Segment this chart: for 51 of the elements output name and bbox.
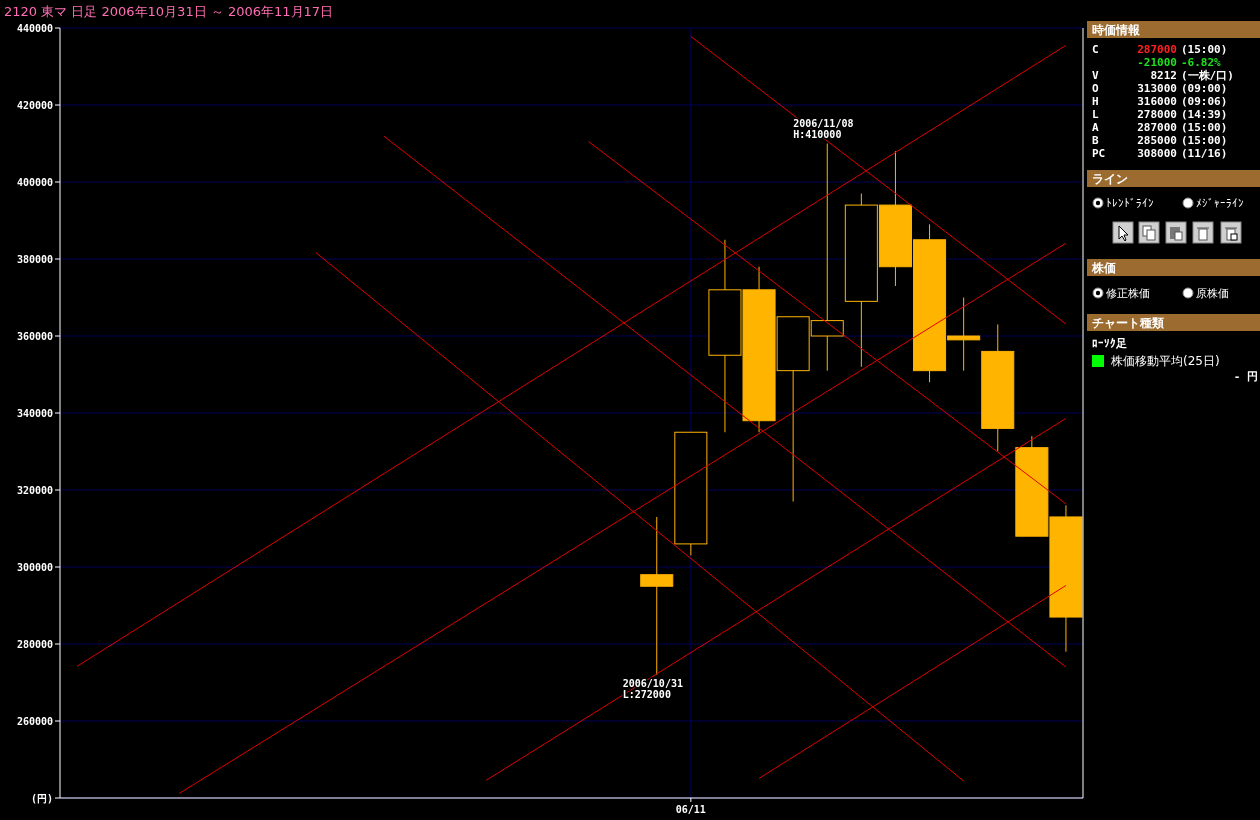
text: -21000 [1137, 56, 1177, 69]
text: (15:00) [1181, 134, 1228, 147]
text: - 円 [1233, 370, 1258, 383]
text: 308000 [1137, 147, 1177, 160]
text: A [1092, 121, 1099, 134]
chart-title: 2120 東マ 日足 2006年10月31日 ～ 2006年11月17日 [4, 4, 334, 19]
y-tick-label: 380000 [16, 253, 53, 265]
y-tick-label: 420000 [16, 99, 53, 111]
text: 287000 [1137, 121, 1177, 134]
text: ﾄﾚﾝﾄﾞﾗｲﾝ [1106, 197, 1154, 210]
text: (14:39) [1181, 108, 1228, 121]
text: V [1092, 69, 1099, 82]
text: B [1092, 134, 1099, 147]
text: (15:00) [1181, 43, 1228, 56]
text: L [1092, 108, 1099, 121]
text: -6.82% [1181, 56, 1222, 69]
y-tick-label: 280000 [16, 638, 53, 650]
text: 8212 [1150, 69, 1177, 82]
text: 株価移動平均(25日) [1110, 354, 1220, 368]
text: (09:00) [1181, 82, 1228, 95]
text: O [1092, 82, 1099, 95]
text: C [1092, 43, 1099, 56]
text: (一株/口) [1181, 69, 1234, 82]
y-tick-label: 360000 [16, 330, 53, 342]
text: PC [1092, 147, 1106, 160]
text: ﾛｰｿｸ足 [1092, 337, 1127, 350]
text: チャート種類 [1092, 316, 1164, 330]
x-tick-label: 06/11 [675, 804, 706, 815]
text: 287000 [1137, 43, 1177, 56]
y-tick-label: 260000 [16, 715, 53, 727]
y-tick-label: 400000 [16, 176, 53, 188]
text: 316000 [1137, 95, 1177, 108]
text: 原株価 [1196, 287, 1229, 300]
text: 285000 [1137, 134, 1177, 147]
text: (09:06) [1181, 95, 1228, 108]
y-tick-label: (円) [30, 792, 53, 804]
text: H [1092, 95, 1099, 108]
text: 株価 [1091, 261, 1116, 275]
y-tick-label: 440000 [16, 22, 53, 34]
y-tick-label: 300000 [16, 561, 53, 573]
y-tick-label: 320000 [16, 484, 53, 496]
text: ﾒｼﾞｬｰﾗｲﾝ [1196, 197, 1244, 210]
candlestick [640, 516, 674, 676]
text: ライン [1092, 172, 1128, 186]
text: (15:00) [1181, 121, 1228, 134]
text: 時価情報 [1092, 23, 1141, 37]
y-tick-label: 340000 [16, 407, 53, 419]
text: (11/16) [1181, 147, 1228, 160]
text: 278000 [1137, 108, 1177, 121]
text: 修正株価 [1106, 287, 1150, 300]
text: 313000 [1137, 82, 1177, 95]
